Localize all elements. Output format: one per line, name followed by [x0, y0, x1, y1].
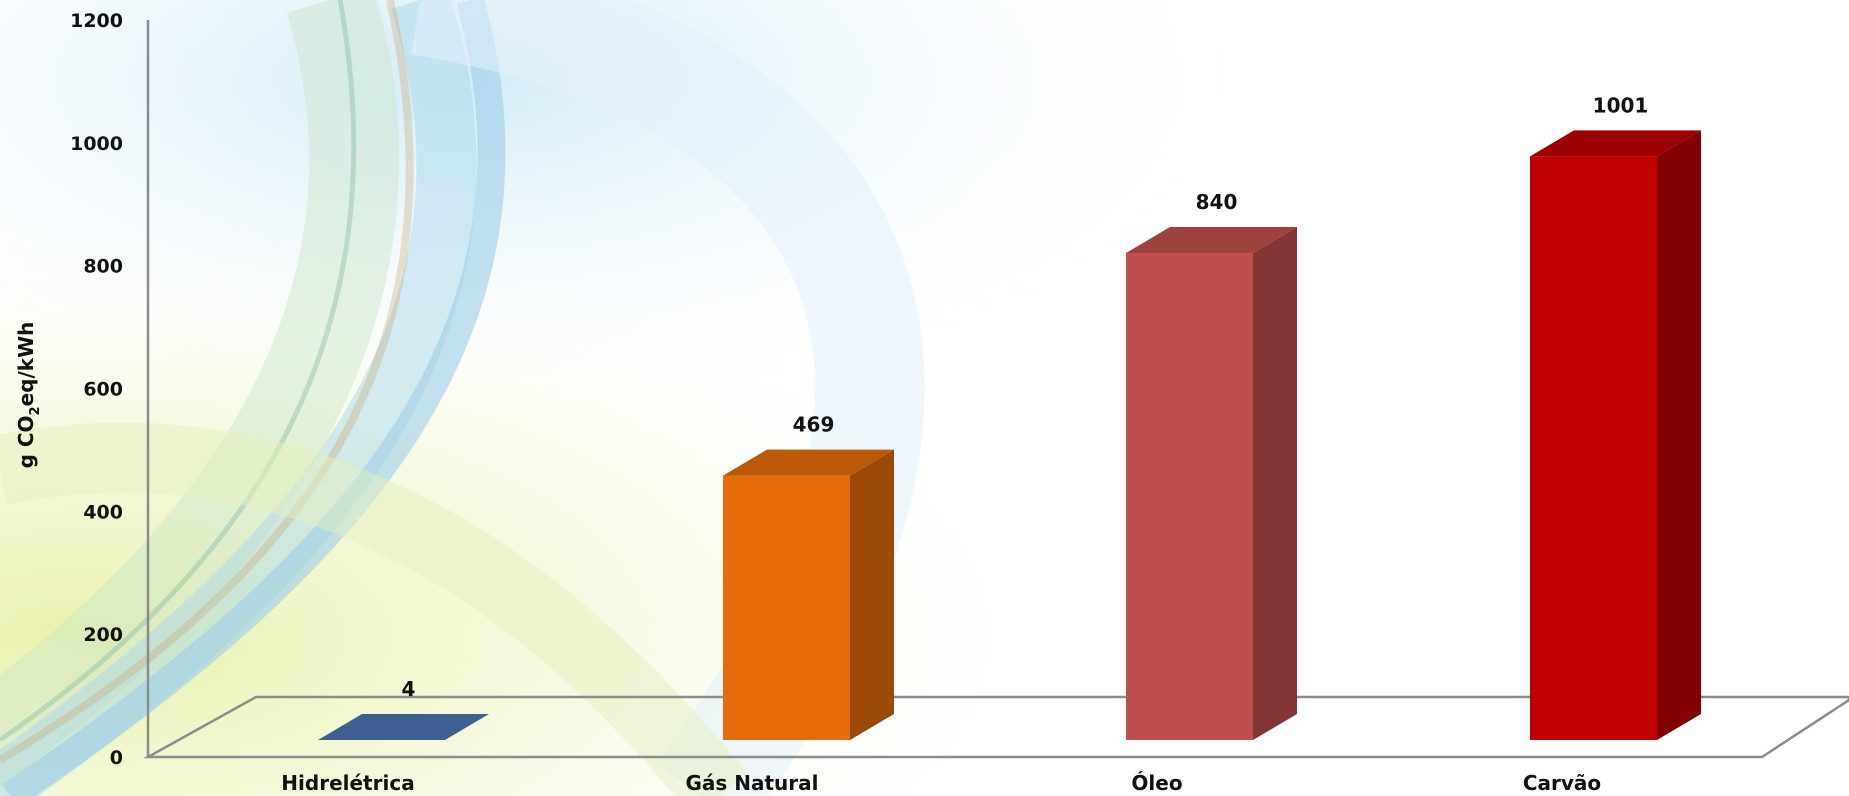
x-category-label: Carvão [1523, 771, 1601, 795]
bar-front [1126, 253, 1253, 740]
y-tick-label: 400 [83, 501, 123, 523]
y-tick-label: 0 [110, 747, 123, 769]
data-label: 1001 [1593, 93, 1649, 117]
data-labels: 4 469 840 1001 [402, 93, 1649, 701]
bar-side [1657, 130, 1701, 740]
bar-side [1253, 227, 1297, 740]
bar-front [723, 475, 850, 740]
x-axis-category-labels: Hidrelétrica Gás Natural Óleo Carvão [281, 771, 1601, 795]
bar-1 [723, 449, 894, 740]
y-tick-label: 1000 [70, 133, 123, 155]
bar-front [1530, 156, 1657, 740]
bars [318, 130, 1701, 740]
data-label: 4 [402, 677, 416, 701]
bar-2 [1126, 227, 1297, 740]
bar-top [318, 714, 489, 740]
chart-floor [143, 695, 1849, 759]
bar-side [850, 449, 894, 740]
bar-top [1126, 227, 1297, 253]
bar-3 [1530, 130, 1701, 740]
y-tick-label: 800 [83, 256, 123, 278]
y-tick-label: 200 [83, 624, 123, 646]
y-axis-label: g CO2eq/kWh [14, 322, 43, 469]
x-category-label: Óleo [1131, 771, 1182, 795]
x-category-label: Gás Natural [685, 771, 818, 795]
x-category-label: Hidrelétrica [281, 771, 414, 795]
y-tick-label: 600 [83, 379, 123, 401]
data-label: 469 [793, 413, 835, 437]
axes [143, 20, 1849, 759]
y-axis-ticks: 0 200 400 600 800 1000 1200 [70, 10, 123, 769]
bar-top [1530, 130, 1701, 157]
bar-0 [318, 714, 489, 740]
data-label: 840 [1196, 190, 1238, 214]
bar-top [723, 449, 894, 476]
y-tick-label: 1200 [70, 10, 123, 32]
